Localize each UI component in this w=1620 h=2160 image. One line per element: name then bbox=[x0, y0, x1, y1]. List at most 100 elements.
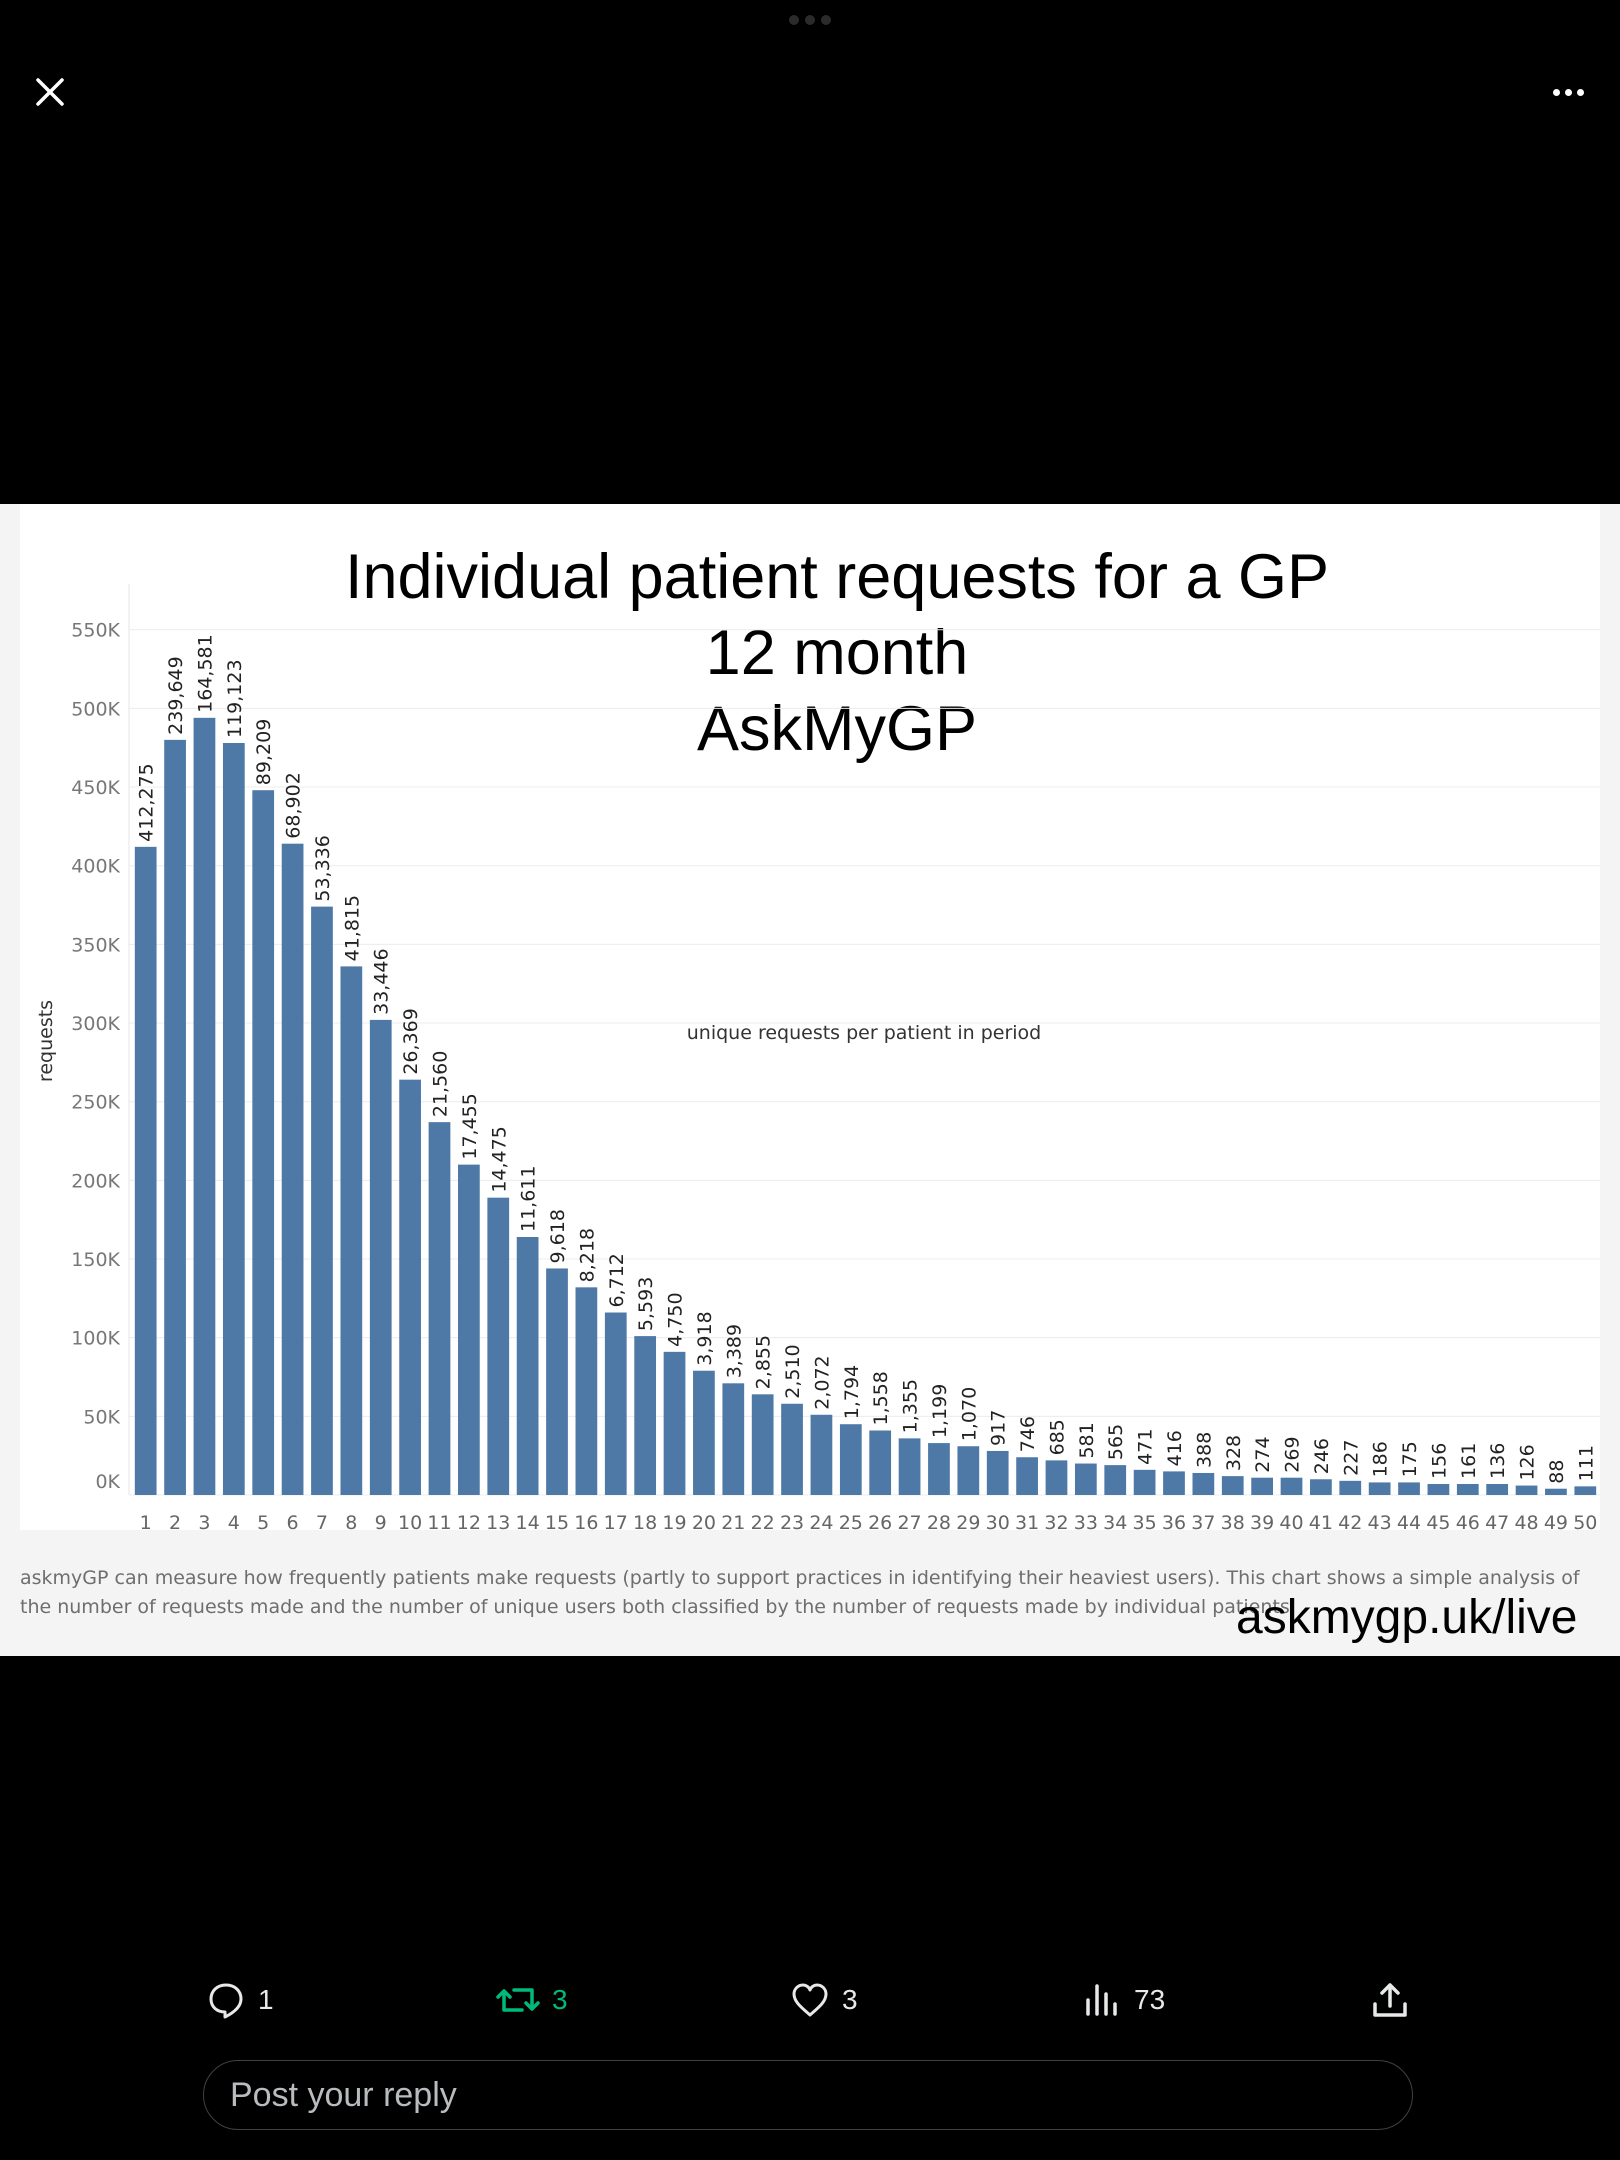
repost-button[interactable]: 3 bbox=[496, 1970, 568, 2030]
x-tick-label: 10 bbox=[398, 1512, 422, 1530]
data-label: 227 bbox=[1340, 1440, 1362, 1476]
bar bbox=[134, 846, 157, 1495]
views-button[interactable]: 73 bbox=[1082, 1970, 1165, 2030]
y-tick-label: 150K bbox=[71, 1249, 120, 1271]
data-label: 1,558 bbox=[870, 1371, 892, 1425]
y-tick-label: 100K bbox=[71, 1328, 120, 1350]
bar bbox=[781, 1403, 803, 1495]
data-label: 126 bbox=[1517, 1444, 1539, 1480]
bar bbox=[1339, 1480, 1362, 1495]
repost-icon bbox=[496, 1988, 540, 2012]
x-tick-label: 43 bbox=[1368, 1512, 1392, 1530]
chart-title-line-3: AskMyGP bbox=[697, 694, 977, 764]
y-axis-label: requests bbox=[35, 1000, 57, 1082]
bar bbox=[1104, 1465, 1127, 1495]
x-tick-label: 19 bbox=[662, 1512, 686, 1530]
like-button[interactable]: 3 bbox=[790, 1970, 858, 2030]
bar bbox=[869, 1430, 892, 1495]
x-tick-label: 1 bbox=[140, 1512, 152, 1530]
x-tick-label: 31 bbox=[1015, 1512, 1039, 1530]
data-label: 746 bbox=[1017, 1416, 1039, 1452]
bar bbox=[928, 1443, 950, 1495]
data-label: 14,475 bbox=[488, 1126, 510, 1192]
x-tick-label: 17 bbox=[604, 1512, 628, 1530]
data-label: 2,855 bbox=[753, 1335, 775, 1389]
bar bbox=[751, 1394, 774, 1495]
bar-chart: unique requests per patient in period In… bbox=[35, 542, 1600, 1530]
bar bbox=[1515, 1485, 1538, 1495]
x-tick-label: 48 bbox=[1514, 1512, 1538, 1530]
y-tick-label: 350K bbox=[71, 934, 120, 956]
bar bbox=[1192, 1472, 1215, 1495]
data-label: 416 bbox=[1164, 1430, 1186, 1466]
y-tick-label: 400K bbox=[71, 856, 120, 878]
x-tick-label: 42 bbox=[1338, 1512, 1362, 1530]
y-tick-label: 450K bbox=[71, 777, 120, 799]
bar bbox=[1163, 1471, 1185, 1495]
x-tick-label: 20 bbox=[692, 1512, 716, 1530]
chart-card: unique requests per patient in period In… bbox=[20, 504, 1600, 1530]
data-label: 21,560 bbox=[429, 1051, 451, 1117]
bar bbox=[722, 1383, 745, 1495]
bar bbox=[693, 1370, 715, 1495]
data-label: 2,072 bbox=[811, 1355, 833, 1409]
x-tick-label: 2 bbox=[169, 1512, 181, 1530]
data-label: 68,902 bbox=[283, 772, 305, 838]
x-tick-label: 47 bbox=[1485, 1512, 1509, 1530]
data-label: 246 bbox=[1311, 1438, 1333, 1474]
y-tick-label: 200K bbox=[71, 1170, 120, 1192]
data-label: 1,794 bbox=[841, 1365, 863, 1419]
y-tick-label: 550K bbox=[71, 620, 120, 642]
reply-icon bbox=[209, 1983, 243, 2019]
x-axis-ticks: 1 2 3 4 5 6 7 8 9 10 11 12 13 14 15 16 17 18 19 20 21 22 23 24 2… bbox=[140, 1512, 1598, 1530]
bar bbox=[1016, 1457, 1038, 1495]
more-horizontal-icon bbox=[1552, 88, 1560, 96]
x-tick-label: 14 bbox=[516, 1512, 540, 1530]
y-axis-ticks: 0K 50K 100K 150K 200K 250K 300K 350K 400K 450K 500… bbox=[71, 620, 120, 1493]
x-tick-label: 18 bbox=[633, 1512, 657, 1530]
x-tick-label: 24 bbox=[809, 1512, 833, 1530]
x-tick-label: 46 bbox=[1456, 1512, 1480, 1530]
data-label: 1,070 bbox=[958, 1387, 980, 1441]
bar bbox=[164, 739, 186, 1495]
data-label: 3,918 bbox=[694, 1311, 716, 1365]
bar bbox=[1574, 1486, 1597, 1495]
x-tick-label: 33 bbox=[1074, 1512, 1098, 1530]
bar bbox=[1427, 1483, 1450, 1495]
bar bbox=[957, 1446, 980, 1495]
data-label: 412,275 bbox=[136, 763, 158, 842]
data-label: 685 bbox=[1046, 1419, 1068, 1455]
x-tick-label: 32 bbox=[1044, 1512, 1068, 1530]
data-label: 388 bbox=[1193, 1432, 1215, 1468]
share-button[interactable] bbox=[1370, 1970, 1410, 2030]
y-tick-label: 0K bbox=[95, 1471, 120, 1493]
reply-button[interactable]: 1 bbox=[206, 1970, 274, 2030]
data-label: 269 bbox=[1282, 1436, 1304, 1472]
x-tick-label: 44 bbox=[1397, 1512, 1421, 1530]
more-options-button[interactable] bbox=[1546, 70, 1590, 114]
share-icon bbox=[1373, 1983, 1407, 2017]
x-tick-label: 30 bbox=[986, 1512, 1010, 1530]
bar bbox=[1221, 1476, 1244, 1495]
x-tick-label: 3 bbox=[198, 1512, 210, 1530]
x-tick-label: 39 bbox=[1250, 1512, 1274, 1530]
x-tick-label: 37 bbox=[1191, 1512, 1215, 1530]
data-label: 11,611 bbox=[518, 1166, 540, 1232]
bar bbox=[810, 1414, 833, 1495]
x-tick-label: 9 bbox=[375, 1512, 387, 1530]
data-label: 89,209 bbox=[253, 719, 275, 785]
reply-input[interactable] bbox=[228, 2061, 1372, 2129]
bar bbox=[222, 743, 245, 1495]
bar bbox=[487, 1197, 510, 1495]
x-tick-label: 23 bbox=[780, 1512, 804, 1530]
data-labels: 412,275 239,649 164,581 119,123 89,209 68,902… bbox=[136, 634, 1598, 1483]
data-label: 119,123 bbox=[224, 659, 246, 738]
x-tick-label: 27 bbox=[897, 1512, 921, 1530]
data-label: 4,750 bbox=[665, 1292, 687, 1346]
bar bbox=[1486, 1483, 1509, 1495]
x-tick-label: 49 bbox=[1544, 1512, 1568, 1530]
bar bbox=[1368, 1482, 1391, 1495]
bar bbox=[1545, 1488, 1567, 1495]
close-button[interactable] bbox=[28, 70, 72, 114]
data-label: 581 bbox=[1076, 1422, 1098, 1458]
